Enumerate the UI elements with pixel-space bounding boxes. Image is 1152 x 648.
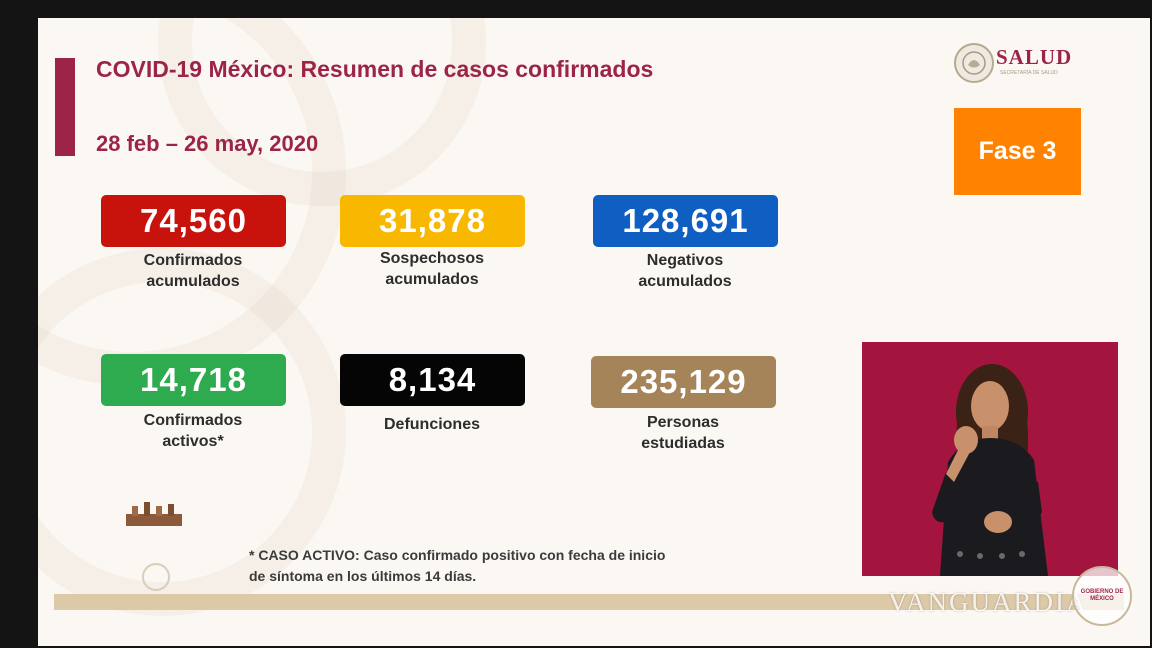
date-range: 28 feb – 26 may, 2020 xyxy=(96,131,319,156)
stat-label-line: estudiadas xyxy=(641,435,725,452)
sign-language-interpreter-video xyxy=(862,342,1118,576)
stat-label-line: Confirmados xyxy=(143,252,243,269)
stat-confirmed-active-value: 14,718 xyxy=(101,354,286,406)
mexico-coat-of-arms-icon xyxy=(954,43,994,83)
stat-label-line: Defunciones xyxy=(383,416,480,433)
stat-deaths-value: 8,134 xyxy=(340,354,525,406)
interpreter-figure xyxy=(932,364,1048,576)
stat-negative-cumulative-label: Negativos acumulados xyxy=(575,250,795,292)
stat-label-line: Confirmados xyxy=(143,412,243,429)
stat-deaths-label: Defunciones xyxy=(322,414,542,435)
slide-title: COVID-19 México: Resumen de casos confir… xyxy=(96,56,654,82)
stat-confirmed-cumulative-label: Confirmados acumulados xyxy=(83,250,303,292)
bottom-decorative-band xyxy=(54,594,1124,610)
heritage-crest-icon xyxy=(124,500,184,528)
stat-people-studied-label: Personas estudiadas xyxy=(573,412,793,454)
footnote-line: * CASO ACTIVO: Caso confirmado positivo … xyxy=(249,547,666,563)
stat-people-studied-value: 235,129 xyxy=(591,356,776,408)
stat-label-line: activos* xyxy=(162,433,224,450)
vanguardia-watermark: VANGUARDIA xyxy=(888,587,1088,617)
active-case-footnote: * CASO ACTIVO: Caso confirmado positivo … xyxy=(249,545,769,587)
title-accent-bar xyxy=(55,58,75,156)
footnote-line: de síntoma en los últimos 14 días. xyxy=(249,568,477,584)
stat-label-line: acumulados xyxy=(146,273,240,290)
phase-badge: Fase 3 xyxy=(954,108,1081,195)
stat-confirmed-active-label: Confirmados activos* xyxy=(83,410,303,452)
stat-suspected-cumulative-value: 31,878 xyxy=(340,195,525,247)
salud-logo-subtitle: SECRETARÍA DE SALUD xyxy=(1000,70,1058,76)
stat-label-line: acumulados xyxy=(638,273,732,290)
gobierno-de-mexico-seal-icon: GOBIERNO DE MÉXICO xyxy=(1072,566,1132,626)
stat-confirmed-cumulative-value: 74,560 xyxy=(101,195,286,247)
stat-negative-cumulative-value: 128,691 xyxy=(593,195,778,247)
stat-label-line: Personas xyxy=(646,414,720,431)
stat-label-line: Negativos xyxy=(646,252,724,269)
stat-suspected-cumulative-label: Sospechosos acumulados xyxy=(322,248,542,290)
stat-label-line: acumulados xyxy=(385,271,479,288)
presentation-slide: COVID-19 México: Resumen de casos confir… xyxy=(38,18,1150,646)
stat-label-line: Sospechosos xyxy=(379,250,485,267)
mexico-coat-of-arms-icon xyxy=(142,563,170,591)
salud-logo-text: SALUD xyxy=(996,45,1073,69)
